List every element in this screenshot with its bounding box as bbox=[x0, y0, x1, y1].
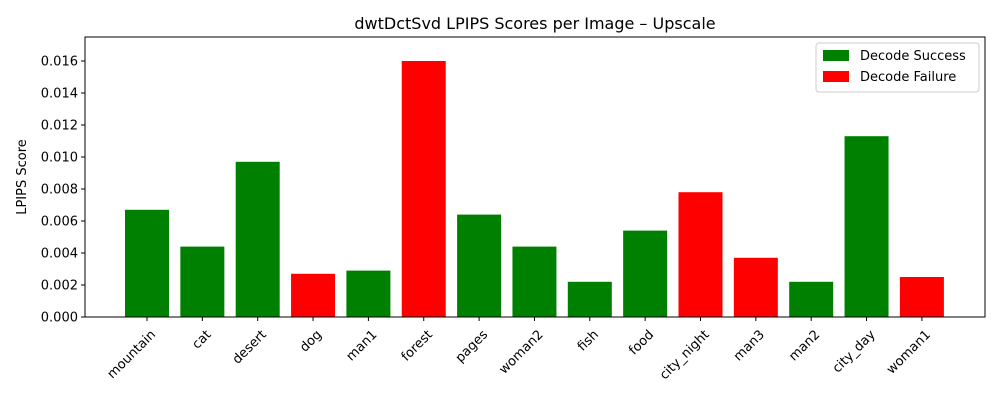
legend: Decode Success Decode Failure bbox=[815, 42, 980, 93]
x-tick-label-man1: man1 bbox=[344, 327, 381, 364]
bars-group bbox=[125, 61, 944, 317]
bar-food bbox=[623, 230, 668, 317]
bar-dog bbox=[291, 273, 336, 317]
bar-man2 bbox=[789, 281, 834, 317]
bar-pages bbox=[457, 214, 502, 317]
x-axis: mountain cat desert dog man1 forest pages woman… bbox=[105, 317, 934, 383]
bar-city_day bbox=[844, 136, 889, 317]
x-tick-label-dog: dog bbox=[297, 327, 325, 355]
x-tick-label-food: food bbox=[626, 327, 657, 358]
y-tick-label: 0.004 bbox=[41, 247, 78, 262]
x-tick-label-city_night: city_night bbox=[657, 327, 713, 383]
legend-label-failure: Decode Failure bbox=[860, 70, 956, 85]
y-axis-label: LPIPS Score bbox=[15, 139, 30, 215]
y-tick-label: 0.002 bbox=[41, 279, 78, 294]
bar-mountain bbox=[125, 209, 169, 317]
bar-woman2 bbox=[512, 246, 557, 317]
chart-title: dwtDctSvd LPIPS Scores per Image – Upsca… bbox=[354, 14, 715, 33]
x-tick-label-man3: man3 bbox=[731, 327, 768, 364]
bar-woman1 bbox=[899, 277, 944, 317]
plot-frame bbox=[84, 36, 986, 318]
x-tick-label-cat: cat bbox=[189, 327, 214, 352]
bar-man3 bbox=[733, 257, 778, 317]
bar-desert bbox=[235, 161, 280, 317]
y-tick-label: 0.008 bbox=[41, 183, 78, 198]
legend-box bbox=[815, 42, 980, 93]
y-tick-label: 0.012 bbox=[41, 119, 78, 134]
x-tick-label-mountain: mountain bbox=[105, 327, 159, 381]
y-tick-label: 0.010 bbox=[41, 151, 78, 166]
x-tick-label-fish: fish bbox=[575, 327, 602, 354]
legend-swatch-failure bbox=[823, 71, 849, 82]
x-tick-label-pages: pages bbox=[453, 327, 492, 366]
x-tick-label-man2: man2 bbox=[786, 327, 823, 364]
y-tick-label: 0.006 bbox=[41, 215, 78, 230]
y-axis: 0.000 0.002 0.004 0.006 0.008 0.010 0.012 0.014… bbox=[41, 55, 85, 326]
legend-label-success: Decode Success bbox=[860, 49, 966, 64]
y-tick-label: 0.016 bbox=[41, 55, 78, 70]
bar-fish bbox=[567, 281, 612, 317]
legend-swatch-success bbox=[823, 50, 849, 61]
y-tick-label: 0.000 bbox=[41, 311, 78, 326]
x-tick-label-forest: forest bbox=[399, 327, 436, 364]
x-tick-label-desert: desert bbox=[230, 327, 270, 367]
x-tick-label-city_day: city_day bbox=[830, 327, 879, 376]
y-tick-label: 0.014 bbox=[41, 87, 78, 102]
bar-cat bbox=[180, 246, 225, 317]
x-tick-label-woman1: woman1 bbox=[884, 327, 934, 377]
bar-city_night bbox=[678, 192, 723, 317]
bar-forest bbox=[401, 61, 446, 317]
bar-man1 bbox=[346, 270, 391, 317]
x-tick-label-woman2: woman2 bbox=[496, 327, 546, 377]
